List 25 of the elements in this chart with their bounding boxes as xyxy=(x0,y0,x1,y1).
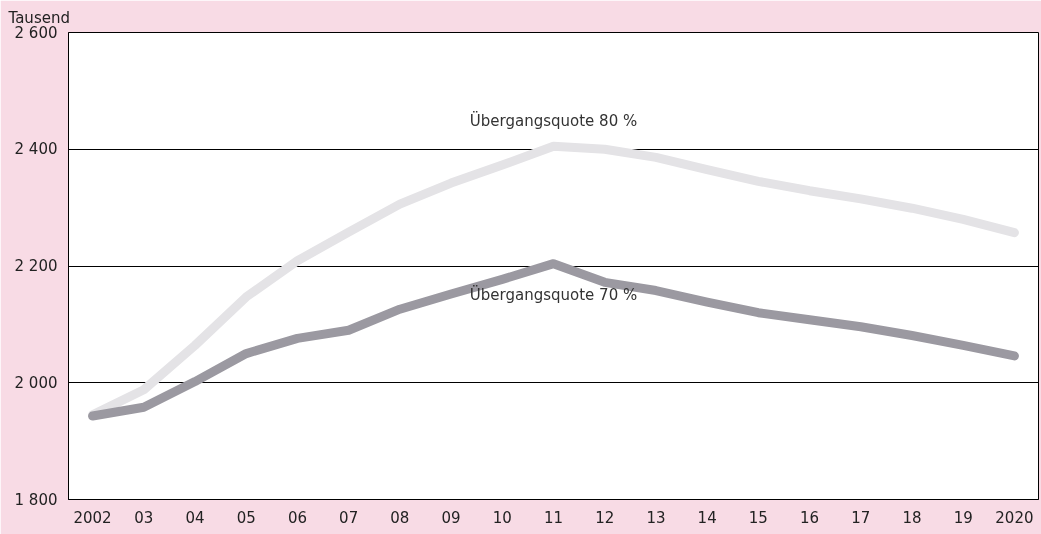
x-tick-label: 2002 xyxy=(73,508,112,527)
y-tick-label: 2 400 xyxy=(14,140,58,159)
annotation: Übergangsquote 70 % xyxy=(469,284,638,304)
x-tick-label: 2020 xyxy=(995,508,1034,527)
y-tick-label: 2 200 xyxy=(14,257,58,275)
x-tick-label: 11 xyxy=(543,508,564,527)
y-tick-label: 1 800 xyxy=(14,490,58,509)
x-tick-label: 17 xyxy=(851,508,871,527)
x-tick-label: 13 xyxy=(646,508,666,527)
x-tick-label: 19 xyxy=(953,508,973,527)
x-tick-label: 04 xyxy=(185,508,205,527)
x-tick-label: 08 xyxy=(390,508,410,527)
x-tick-label: 05 xyxy=(236,508,256,527)
x-tick-label: 09 xyxy=(441,508,461,527)
x-tick-label: 10 xyxy=(492,508,512,527)
x-tick-label: 16 xyxy=(800,508,820,527)
x-tick-label: 12 xyxy=(595,508,615,527)
x-tick-label: 06 xyxy=(287,508,307,527)
x-tick-label: 15 xyxy=(748,508,768,527)
annotation: Übergangsquote 80 % xyxy=(469,111,638,131)
x-tick-label: 14 xyxy=(697,508,717,527)
x-tick-label: 03 xyxy=(134,508,154,527)
y-tick-label: 2 000 xyxy=(14,373,58,392)
x-tick-label: 18 xyxy=(902,508,922,527)
x-tick-label: 07 xyxy=(339,508,359,527)
